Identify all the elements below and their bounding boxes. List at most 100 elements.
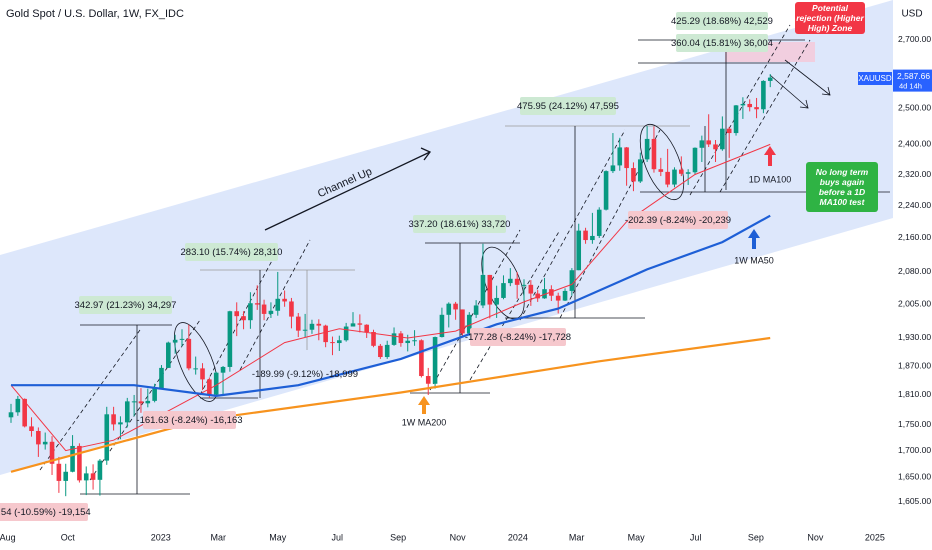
- candle-body: [357, 323, 363, 325]
- candle-body: [83, 473, 89, 481]
- candle-body: [159, 367, 164, 389]
- candle-body: [8, 412, 14, 418]
- candle-body: [268, 310, 274, 314]
- candle-body: [227, 311, 233, 367]
- channel-band: [0, 0, 893, 475]
- y-tick-label: 2,240.00: [898, 200, 931, 210]
- x-tick-label: 2024: [508, 532, 528, 542]
- candle-body: [699, 140, 705, 148]
- candle-body: [343, 326, 349, 341]
- candle-body: [754, 107, 759, 110]
- drawings: [39, 24, 890, 495]
- measure-box: [413, 215, 506, 233]
- x-tick-label: 2025: [865, 532, 885, 542]
- symbol-tag: [858, 72, 892, 85]
- measure-label: 360.04 (15.81%) 36,004: [671, 38, 773, 49]
- candle-body: [70, 445, 75, 472]
- candle-body: [152, 388, 157, 401]
- measure-box: [628, 211, 728, 229]
- candle-body: [104, 414, 110, 461]
- candle-body: [425, 376, 431, 384]
- y-tick-label: 1,870.00: [898, 360, 931, 370]
- x-tick-label: Oct: [61, 532, 76, 542]
- candle-body: [672, 169, 677, 185]
- measure-box: [143, 411, 236, 429]
- candle-body: [542, 289, 547, 299]
- candle-body: [364, 324, 369, 333]
- measure-label: -161.63 (-8.24%) -16,163: [136, 415, 242, 426]
- x-tick-label: Sep: [390, 532, 406, 542]
- measure-box: [79, 296, 172, 314]
- time-axis-bg: [0, 528, 893, 550]
- symbol-label: XAUUSD: [858, 74, 892, 83]
- candle-body: [118, 422, 123, 425]
- measure-label: -177.28 (-8.24%) -17,728: [465, 332, 571, 343]
- measure-label: -202.39 (-8.24%) -20,239: [625, 215, 731, 226]
- candle-body: [391, 333, 397, 345]
- candle-body: [720, 128, 725, 150]
- candle-body: [323, 325, 328, 343]
- candle-body: [412, 340, 417, 342]
- y-tick-label: 2,320.00: [898, 169, 931, 179]
- candle-body: [398, 333, 404, 344]
- measure-box: [676, 12, 768, 30]
- candle-body: [179, 338, 185, 340]
- candle-body: [617, 147, 623, 166]
- measure-box: [676, 34, 768, 52]
- candle-body: [131, 401, 137, 403]
- candle-body: [186, 338, 192, 369]
- candle-body: [384, 344, 390, 358]
- y-tick-label: 1,605.00: [898, 496, 931, 506]
- candle-body: [138, 401, 144, 404]
- rejection-note: Potential rejection (Higher High) Zone: [795, 2, 865, 34]
- y-tick-label: 1,810.00: [898, 389, 931, 399]
- candle-body: [726, 128, 732, 134]
- candle-body: [487, 274, 493, 305]
- y-tick-label: 1,650.00: [898, 471, 931, 481]
- candle-body: [439, 314, 445, 338]
- candle-body: [603, 171, 609, 210]
- measure-box: [470, 328, 566, 346]
- candle-body: [665, 171, 670, 185]
- candle-body: [569, 270, 575, 291]
- candle-body: [562, 290, 568, 301]
- candle-body: [22, 398, 27, 427]
- candle-body: [679, 169, 684, 174]
- candle-body: [644, 138, 650, 160]
- candle-body: [207, 379, 212, 395]
- y-tick-label: 2,160.00: [898, 232, 931, 242]
- x-tick-label: Nov: [807, 532, 824, 542]
- candle-body: [583, 230, 588, 241]
- last-price-tag: [893, 69, 932, 92]
- candle-body: [576, 230, 582, 271]
- candle-body: [309, 323, 315, 330]
- candle-body: [466, 314, 472, 334]
- x-tick-label: Nov: [450, 532, 467, 542]
- x-tick-label: Jul: [332, 532, 344, 542]
- price-axis-bg: [893, 0, 932, 550]
- candle-body: [145, 400, 151, 404]
- y-tick-label: 2,080.00: [898, 266, 931, 276]
- candle-body: [56, 463, 62, 481]
- measure-label: 475.95 (24.12%) 47,595: [517, 101, 619, 112]
- candle-body: [124, 401, 130, 423]
- candle-body: [473, 305, 479, 315]
- candle-body: [220, 366, 226, 373]
- candle-body: [330, 342, 335, 344]
- candle-body: [316, 323, 322, 326]
- candle-body: [289, 301, 294, 317]
- measure-label: 283.10 (15.74%) 28,310: [181, 247, 283, 258]
- candle-body: [371, 332, 376, 346]
- measure-box: [520, 97, 616, 115]
- candle-body: [685, 172, 691, 174]
- candle-body: [651, 138, 657, 170]
- candle-body: [234, 311, 240, 317]
- candle-body: [282, 298, 287, 302]
- measure-box: [0, 503, 88, 521]
- candle-body: [480, 274, 486, 306]
- candle-body: [460, 309, 465, 334]
- candle-body: [432, 337, 438, 384]
- x-tick-label: Mar: [569, 532, 585, 542]
- candle-body: [508, 278, 513, 284]
